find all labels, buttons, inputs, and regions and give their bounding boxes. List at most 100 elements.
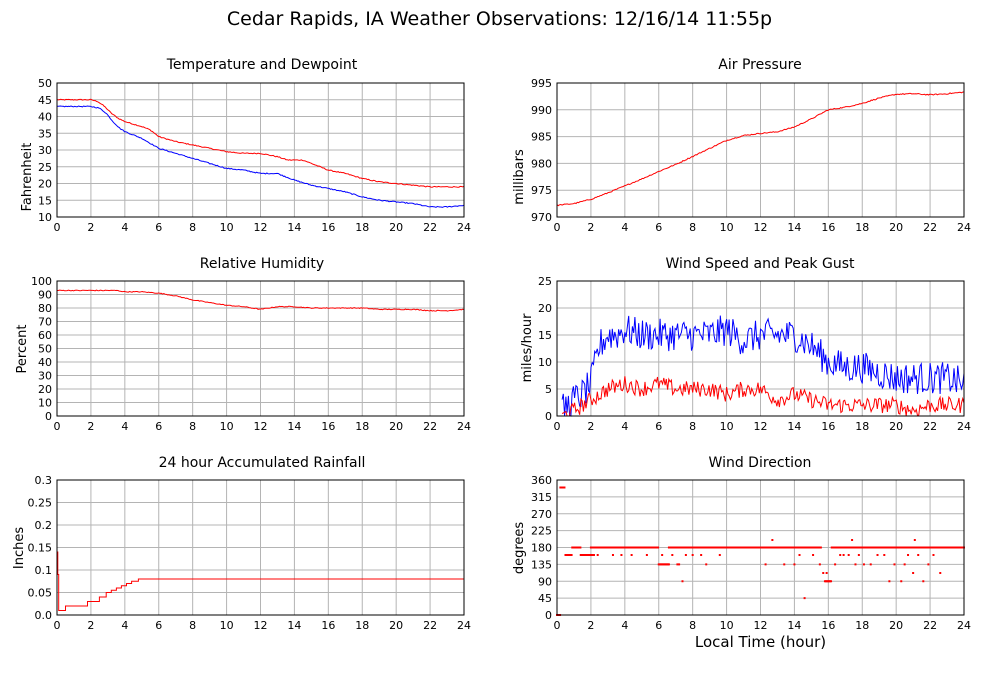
direction-point [806, 546, 809, 549]
direction-point [852, 546, 855, 549]
direction-point [798, 554, 801, 556]
direction-point [869, 563, 872, 566]
direction-point [749, 546, 752, 549]
direction-point [583, 554, 586, 556]
y-tick-label: 980 [531, 157, 552, 170]
y-axis-label: Inches [12, 527, 27, 569]
direction-point [850, 546, 853, 549]
series-line [556, 91, 965, 207]
direction-point [739, 546, 742, 549]
x-tick-label: 10 [220, 221, 234, 234]
direction-point [809, 546, 812, 549]
x-tick-label: 12 [754, 420, 768, 433]
direction-point [933, 546, 936, 549]
direction-point [629, 546, 632, 549]
direction-point [803, 546, 806, 549]
direction-point [566, 554, 569, 556]
direction-point [856, 546, 859, 549]
direction-point [909, 546, 912, 549]
direction-point [817, 546, 820, 549]
x-tick-label: 14 [787, 420, 801, 433]
direction-point [894, 546, 897, 549]
direction-point [712, 546, 715, 549]
direction-point [686, 546, 689, 549]
plot-frame [56, 280, 465, 417]
plot-frame [556, 479, 965, 616]
y-axis-label: miles/hour [520, 313, 535, 382]
y-tick-label: 100 [31, 275, 52, 288]
direction-point [645, 546, 648, 549]
x-tick-label: 0 [554, 619, 561, 632]
x-tick-label: 2 [87, 619, 94, 632]
direction-point [694, 546, 697, 549]
direction-point [795, 546, 798, 549]
direction-point [862, 563, 865, 566]
direction-point [779, 546, 782, 549]
direction-point [565, 554, 568, 556]
direction-point [761, 546, 764, 549]
direction-point [812, 546, 815, 549]
direction-point [618, 546, 621, 549]
direction-point [675, 546, 678, 549]
plot-frame [56, 82, 465, 218]
direction-point [883, 554, 886, 556]
x-tick-label: 18 [355, 619, 369, 632]
direction-point [775, 546, 778, 549]
direction-point [867, 546, 870, 549]
series-line [561, 315, 965, 417]
y-tick-label: 360 [531, 474, 552, 487]
direction-point [783, 563, 786, 566]
y-axis-label: Fahrenheit [20, 143, 35, 212]
direction-point [851, 539, 854, 541]
direction-point [802, 546, 805, 549]
direction-point [860, 546, 863, 549]
y-tick-label: 315 [531, 491, 552, 504]
x-tick-label: 14 [287, 420, 301, 433]
direction-point [949, 546, 952, 549]
direction-point [693, 546, 696, 549]
x-tick-label: 6 [155, 420, 162, 433]
direction-point [718, 554, 721, 556]
x-tick-label: 10 [220, 420, 234, 433]
direction-point [634, 546, 637, 549]
x-tick-label: 2 [587, 619, 594, 632]
chart-title: Air Pressure [718, 57, 801, 73]
direction-point [948, 546, 951, 549]
x-tick-label: 20 [389, 619, 403, 632]
direction-point [689, 546, 692, 549]
direction-point [603, 546, 606, 549]
direction-point [659, 563, 662, 566]
direction-point [774, 546, 777, 549]
direction-point [813, 546, 816, 549]
direction-point [814, 546, 817, 549]
x-tick-label: 0 [54, 619, 61, 632]
direction-point [901, 546, 904, 549]
x-tick-label: 20 [389, 221, 403, 234]
direction-point [778, 546, 781, 549]
direction-point [915, 546, 918, 549]
x-tick-label: 18 [855, 221, 869, 234]
x-tick-label: 16 [321, 420, 335, 433]
direction-point [561, 486, 564, 489]
direction-point [760, 546, 763, 549]
x-tick-label: 14 [787, 619, 801, 632]
direction-point [701, 546, 704, 549]
y-tick-label: 20 [38, 383, 52, 396]
direction-point [648, 546, 651, 549]
direction-point [926, 546, 929, 549]
x-tick-label: 10 [720, 619, 734, 632]
direction-point [628, 546, 631, 549]
x-tick-label: 10 [720, 221, 734, 234]
direction-point [772, 546, 775, 549]
direction-point [914, 546, 917, 549]
x-tick-label: 22 [923, 420, 937, 433]
direction-point [705, 563, 708, 566]
direction-point [759, 546, 762, 549]
direction-point [898, 546, 901, 549]
direction-point [605, 546, 608, 549]
direction-point [745, 546, 748, 549]
direction-point [832, 546, 835, 549]
direction-point [917, 546, 920, 549]
x-tick-label: 2 [587, 420, 594, 433]
